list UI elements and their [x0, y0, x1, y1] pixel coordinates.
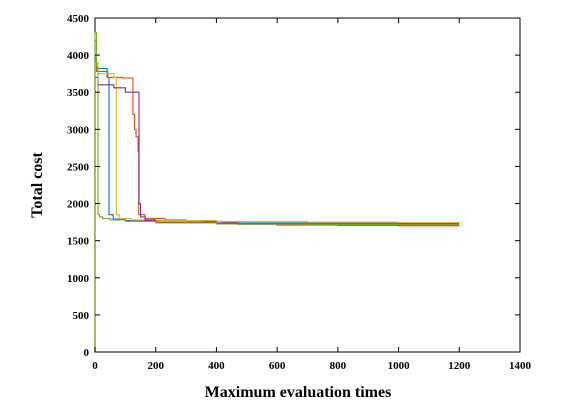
- x-axis-title: Maximum evaluation times: [205, 384, 392, 401]
- y-tick-label: 1000: [67, 273, 90, 285]
- y-axis-title: Total cost: [29, 152, 46, 218]
- x-tick-label: 200: [147, 360, 164, 372]
- y-tick-label: 2500: [67, 161, 90, 173]
- x-tick-label: 800: [330, 360, 347, 372]
- y-tick-label: 4500: [67, 13, 90, 25]
- x-tick-label: 600: [269, 360, 286, 372]
- series-line-3: [94, 61, 460, 352]
- plot-area-frame: [94, 17, 521, 353]
- tick-layer: 0 200 400 600 800 1000 1200 1400 0 500 1000 1500 200…: [67, 13, 532, 372]
- y-tick-label: 4000: [67, 50, 90, 62]
- series-layer: [94, 32, 460, 352]
- x-tick-label: 0: [92, 360, 98, 372]
- x-tick-label: 1400: [509, 360, 532, 372]
- series-line-2: [94, 54, 460, 352]
- y-tick-label: 0: [84, 347, 90, 359]
- x-tick-label: 1200: [448, 360, 471, 372]
- y-tick-label: 1500: [67, 236, 90, 248]
- y-tick-label: 3500: [67, 87, 90, 99]
- y-tick-label: 2000: [67, 199, 90, 211]
- series-line-5: [94, 32, 460, 352]
- series-line-1: [94, 39, 460, 352]
- x-tick-label: 1000: [388, 360, 411, 372]
- y-tick-label: 500: [73, 310, 90, 322]
- x-tick-label: 400: [208, 360, 225, 372]
- y-tick-label: 3000: [67, 124, 90, 136]
- series-line-4: [94, 76, 460, 352]
